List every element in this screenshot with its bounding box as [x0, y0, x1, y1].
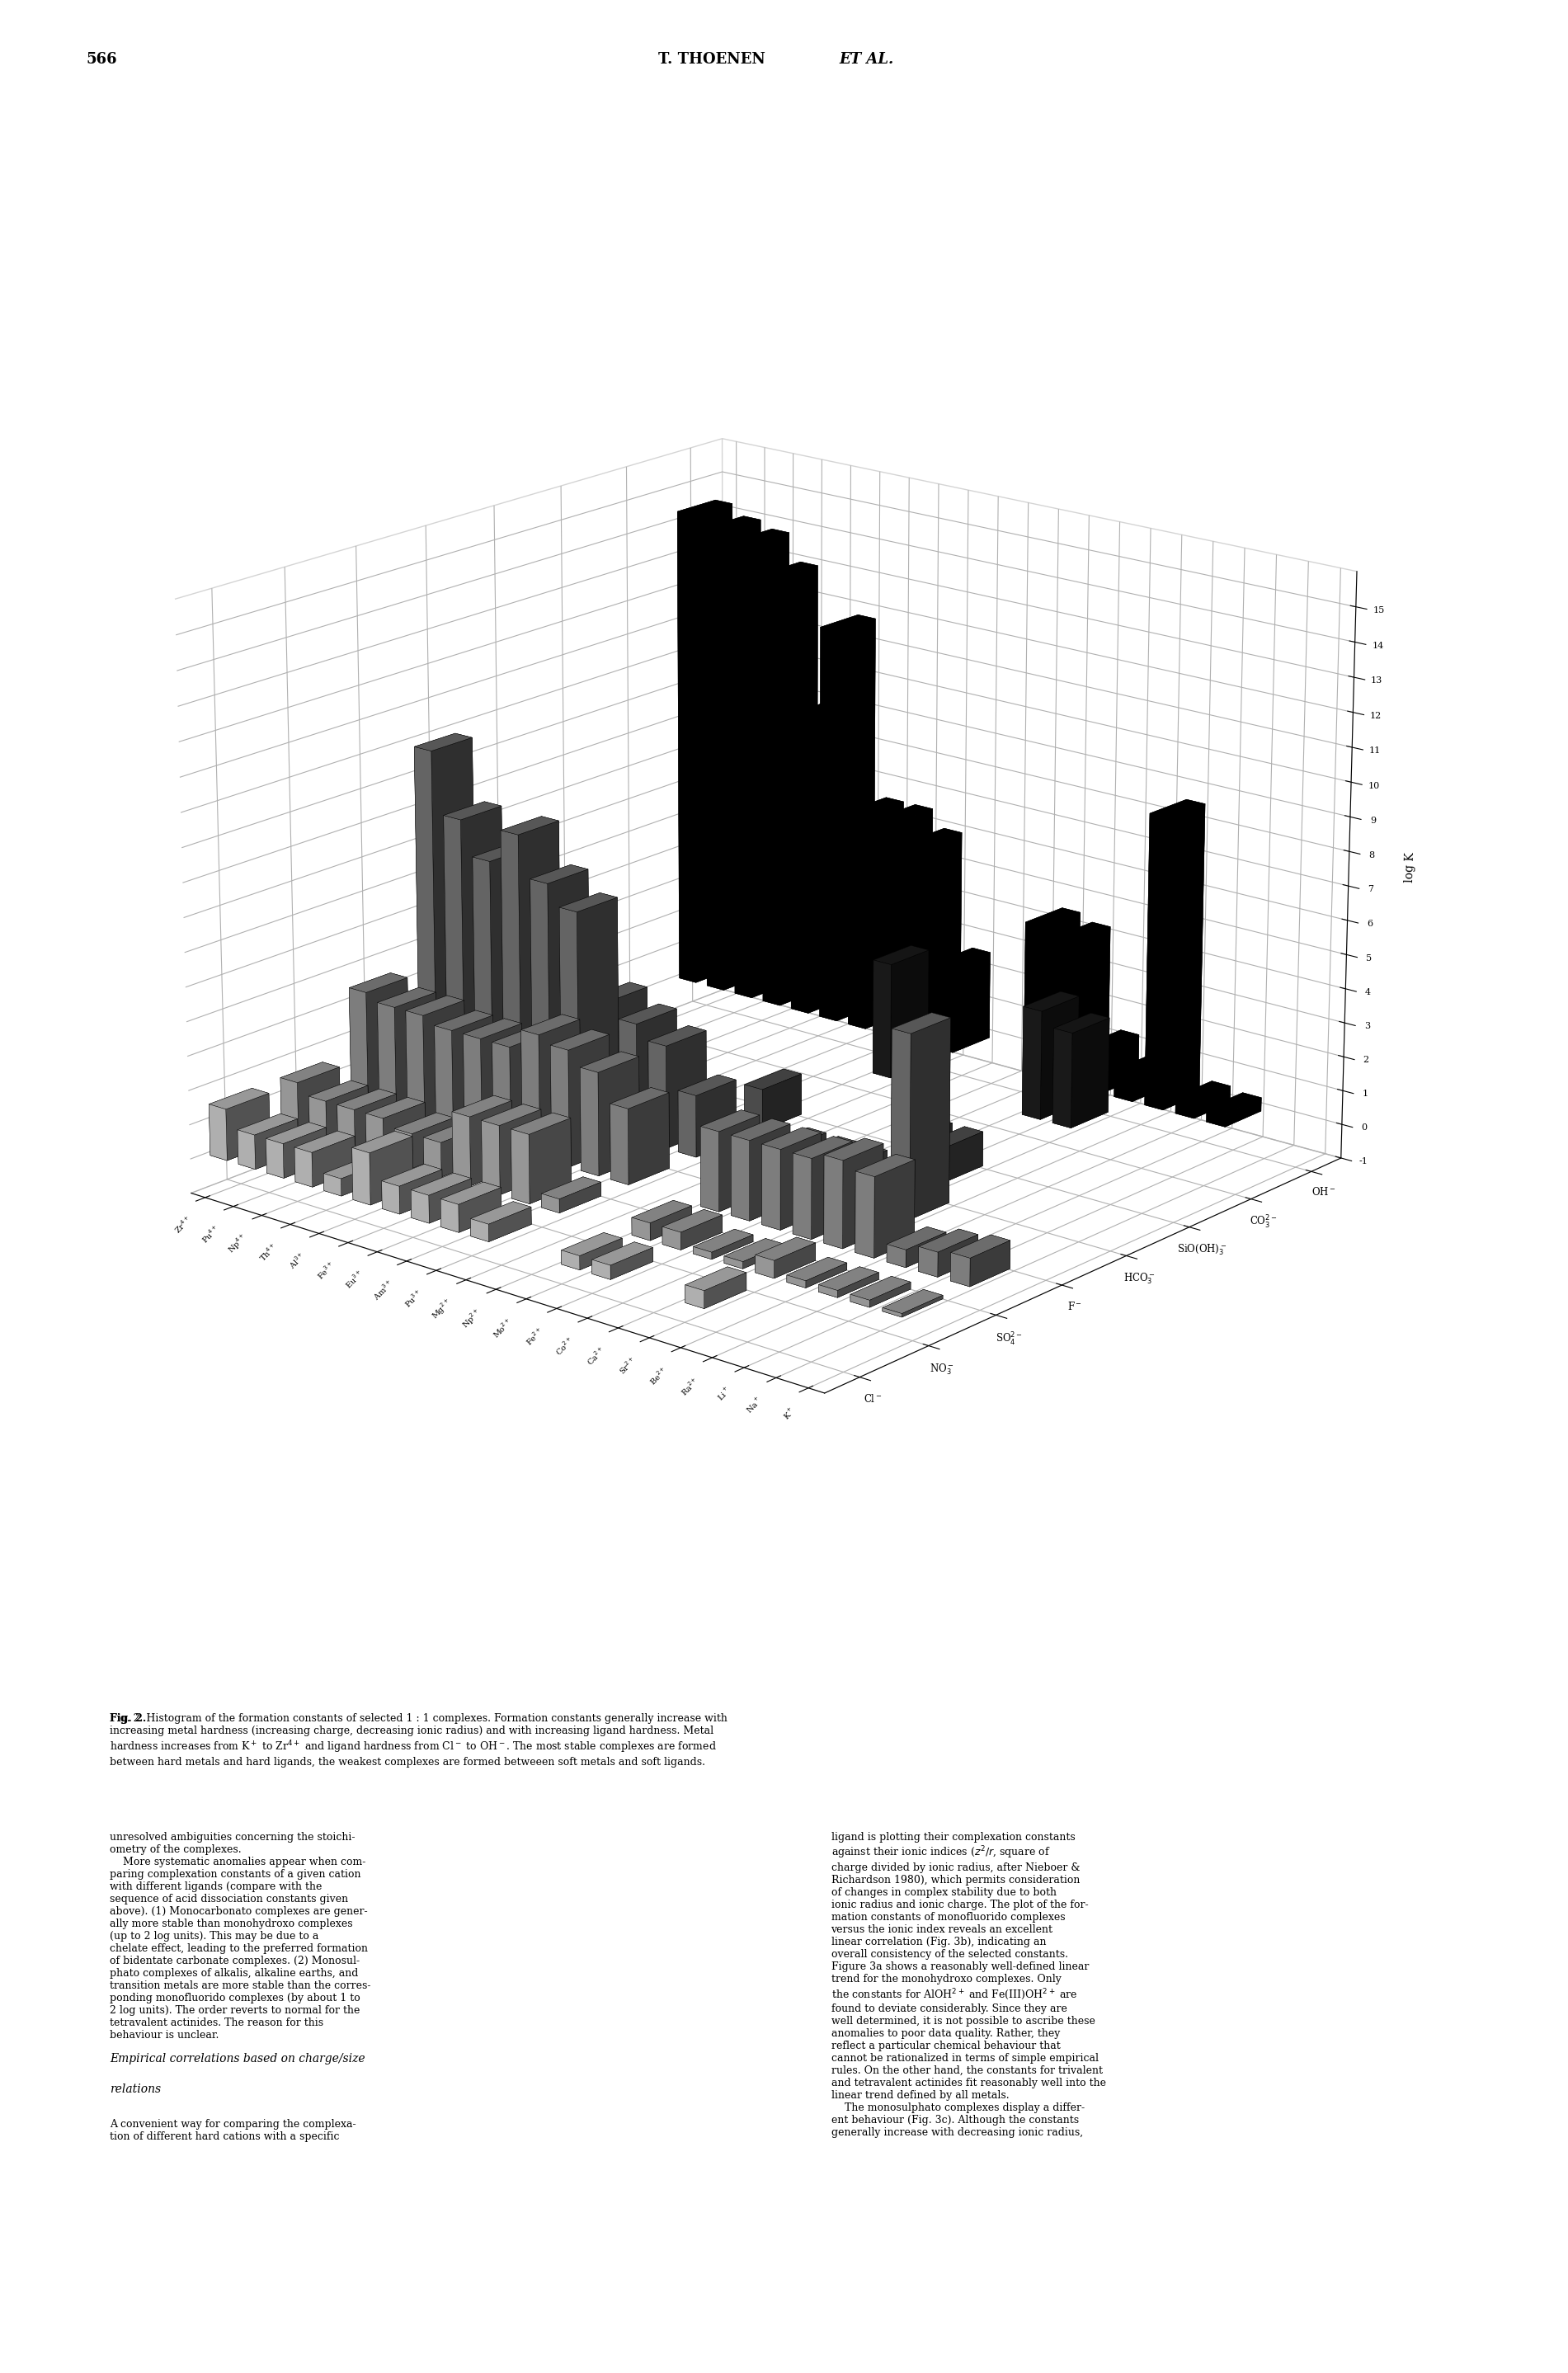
Text: ET AL.: ET AL. [839, 52, 894, 66]
Text: T. THOENEN: T. THOENEN [659, 52, 771, 66]
Text: Fig. 2. Histogram of the formation constants of selected 1 : 1 complexes. Format: Fig. 2. Histogram of the formation const… [110, 1713, 728, 1768]
Text: unresolved ambiguities concerning the stoichi-
ometry of the complexes.
    More: unresolved ambiguities concerning the st… [110, 1832, 370, 2041]
Text: A convenient way for comparing the complexa-
tion of different hard cations with: A convenient way for comparing the compl… [110, 2119, 356, 2143]
Text: relations: relations [110, 2083, 162, 2095]
Text: Empirical correlations based on charge/size: Empirical correlations based on charge/s… [110, 2053, 365, 2065]
Text: 566: 566 [86, 52, 118, 66]
Text: Fig. 2.: Fig. 2. [110, 1713, 151, 1725]
Text: ligand is plotting their complexation constants
against their ionic indices ($z^: ligand is plotting their complexation co… [831, 1832, 1105, 2138]
